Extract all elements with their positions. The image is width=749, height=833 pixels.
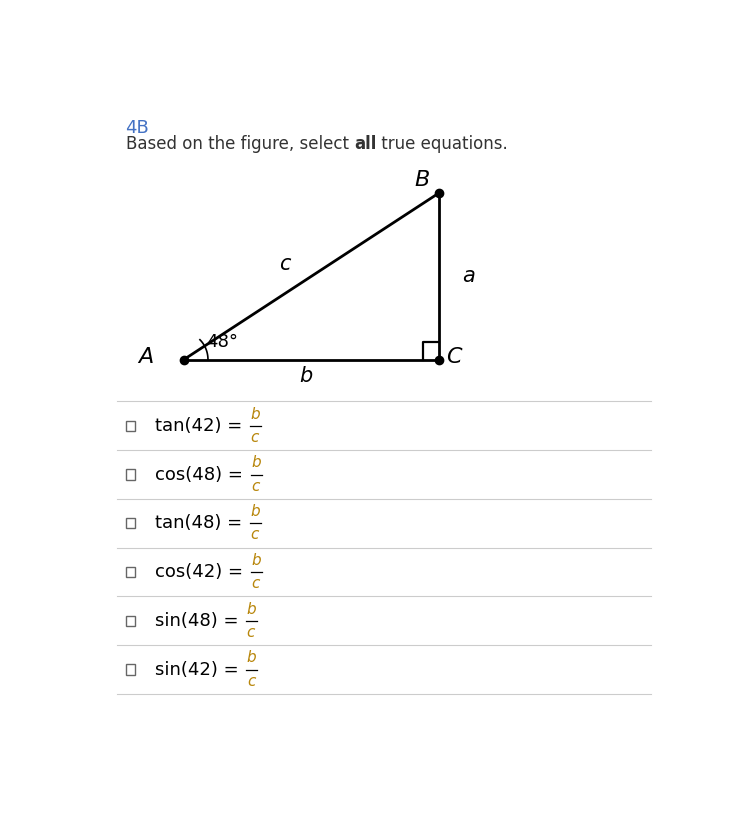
Text: c: c	[279, 253, 291, 273]
Text: b: b	[251, 553, 261, 568]
Bar	[126, 518, 135, 528]
Text: 4B: 4B	[126, 119, 149, 137]
Text: c: c	[246, 625, 255, 640]
Text: cos(48) =: cos(48) =	[154, 466, 248, 483]
Text: C: C	[446, 347, 461, 367]
Text: cos(42) =: cos(42) =	[154, 563, 249, 581]
Bar	[126, 470, 135, 480]
Text: Based on the figure, select: Based on the figure, select	[126, 135, 354, 153]
Bar	[126, 616, 135, 626]
Text: sin(42) =: sin(42) =	[154, 661, 244, 679]
Text: B: B	[414, 170, 429, 190]
Text: b: b	[250, 407, 260, 421]
Text: c: c	[250, 430, 259, 445]
Text: b: b	[247, 651, 256, 666]
Text: a: a	[461, 267, 474, 287]
Text: 48°: 48°	[206, 333, 237, 352]
Bar	[126, 567, 135, 577]
Text: sin(48) =: sin(48) =	[154, 611, 244, 630]
Text: tan(42) =: tan(42) =	[154, 416, 248, 435]
Bar	[126, 421, 135, 431]
Text: all: all	[354, 135, 376, 153]
Text: b: b	[246, 601, 256, 616]
Text: b: b	[251, 456, 261, 471]
Text: b: b	[299, 366, 312, 386]
Text: b: b	[250, 504, 260, 519]
Text: c: c	[250, 527, 258, 542]
Text: c: c	[247, 674, 255, 689]
Text: c: c	[251, 576, 260, 591]
Text: tan(48) =: tan(48) =	[154, 514, 247, 532]
Text: A: A	[139, 347, 154, 367]
Bar	[126, 665, 135, 675]
Text: c: c	[251, 479, 259, 494]
Text: true equations.: true equations.	[376, 135, 508, 153]
